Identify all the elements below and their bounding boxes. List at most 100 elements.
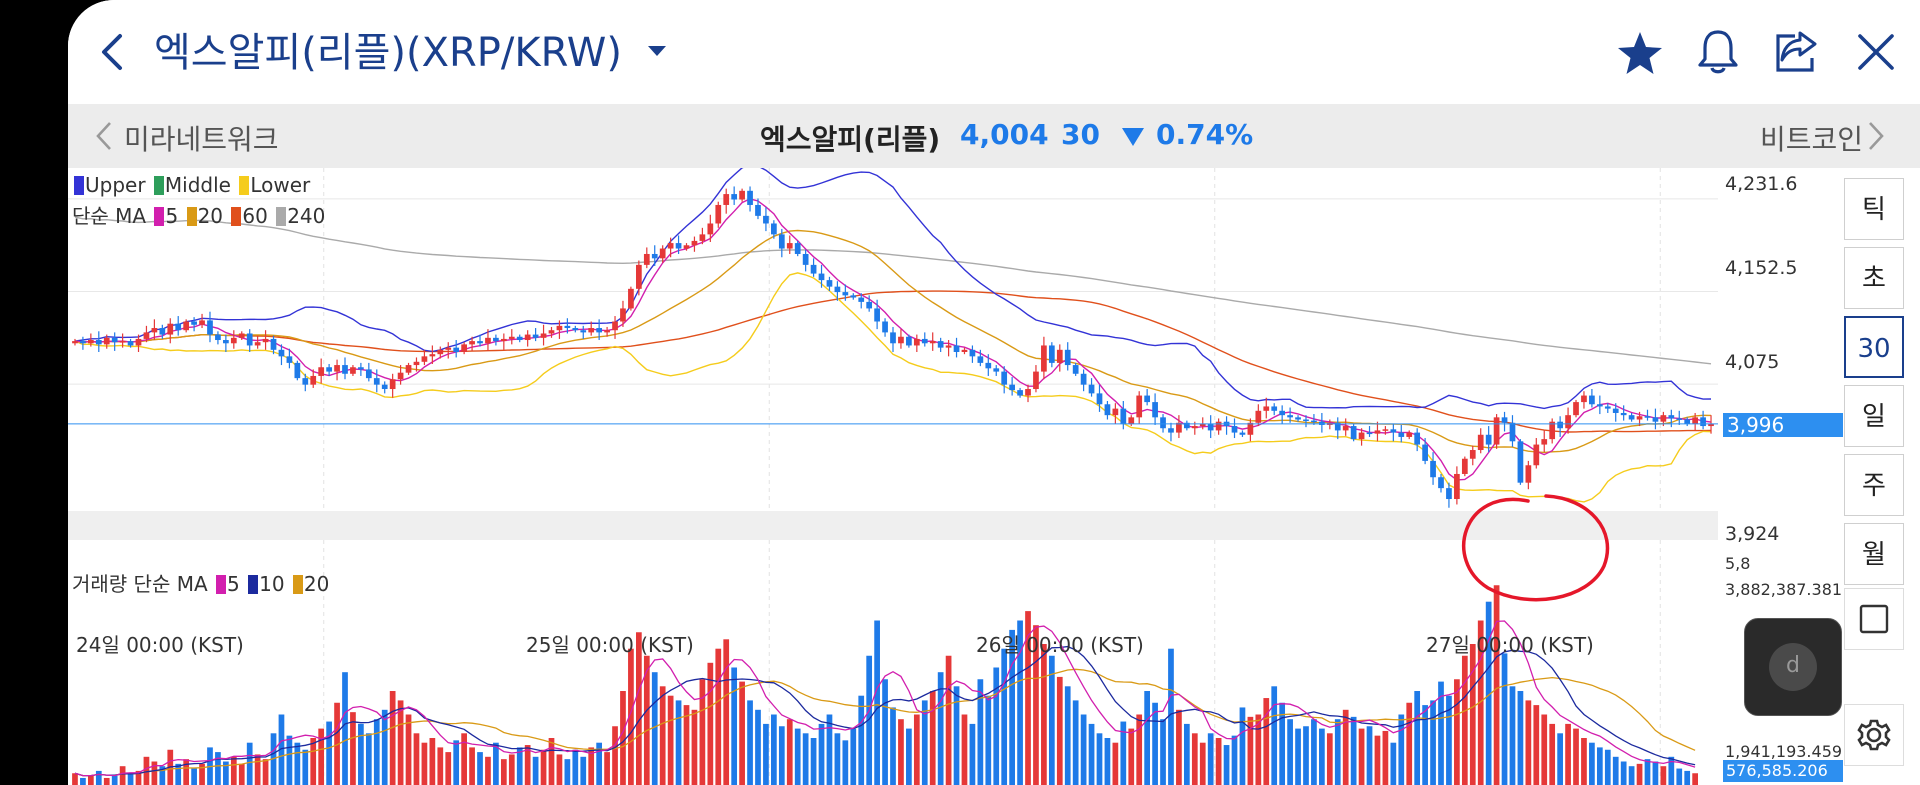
volume-bar — [516, 747, 523, 785]
volume-bar — [262, 759, 269, 785]
candle-body — [493, 337, 499, 342]
volume-bar — [215, 752, 221, 785]
volume-bar — [913, 714, 920, 785]
candle-body — [1120, 408, 1127, 424]
candle-body — [524, 334, 531, 341]
candle-body — [643, 253, 650, 265]
volume-bar — [286, 735, 293, 785]
volume-bar — [906, 728, 912, 785]
star-icon[interactable] — [1616, 30, 1664, 76]
candle-body — [1668, 415, 1675, 419]
floating-assist-button[interactable]: d — [1744, 618, 1842, 716]
volume-bar — [1048, 655, 1055, 785]
volume-bar — [1581, 738, 1587, 785]
candle-body — [1366, 432, 1373, 435]
candle-body — [1533, 444, 1540, 466]
volume-bar — [667, 695, 674, 785]
volume-bar — [1239, 707, 1246, 785]
volume-bar — [842, 740, 849, 785]
candle-body — [1144, 395, 1151, 403]
candle-body — [461, 344, 467, 352]
volume-bar — [389, 691, 396, 785]
volume-bar — [302, 749, 309, 785]
candle-body — [294, 362, 301, 379]
candle-body — [1422, 444, 1428, 461]
price-chart[interactable] — [68, 168, 1920, 785]
candle-body — [1239, 432, 1246, 435]
volume-tick-label: 5,8 — [1725, 554, 1751, 573]
candle-body — [508, 336, 515, 339]
volume-bar — [802, 733, 809, 785]
candle-body — [890, 332, 896, 344]
candle-body — [961, 349, 968, 352]
volume-bar — [1358, 728, 1365, 785]
candle-body — [485, 337, 491, 344]
candle-body — [469, 341, 475, 345]
candle-body — [286, 356, 293, 363]
candle-body — [842, 292, 849, 296]
volume-bar — [1001, 648, 1008, 785]
volume-bar — [739, 681, 745, 785]
candle-body — [1644, 416, 1651, 418]
chart-area[interactable]: Upper Middle Lower 단순 MA 5 20 60 240 거래량… — [68, 168, 1920, 785]
bell-icon[interactable] — [1696, 28, 1740, 76]
volume-bar — [1088, 723, 1095, 785]
bollinger-legend: Upper Middle Lower — [72, 173, 310, 197]
dropdown-caret-icon[interactable] — [646, 44, 668, 58]
volume-bar — [953, 686, 960, 785]
period-day-button[interactable]: 일 — [1844, 385, 1904, 447]
candle-body — [596, 328, 603, 333]
candle-body — [103, 337, 110, 345]
volume-bar — [564, 759, 571, 785]
volume-bar — [699, 679, 706, 785]
page-title[interactable]: 엑스알피(리플)(XRP/KRW) — [154, 30, 622, 76]
volume-bar — [731, 667, 738, 785]
volume-bar — [651, 672, 658, 785]
next-coin-chevron-icon[interactable] — [1866, 120, 1886, 152]
volume-bar — [1287, 719, 1293, 785]
volume-bar — [977, 679, 984, 785]
volume-bar — [1676, 768, 1683, 785]
candle-body — [1009, 384, 1015, 391]
period-tick-button[interactable]: 틱 — [1844, 178, 1904, 240]
volume-bar — [103, 777, 110, 785]
period-month-button[interactable]: 월 — [1844, 523, 1904, 585]
candle-body — [1493, 417, 1500, 445]
y-tick-label: 4,231.6 — [1725, 173, 1798, 195]
candle-body — [1414, 432, 1421, 445]
volume-bar — [1017, 620, 1023, 785]
fullscreen-button[interactable] — [1844, 588, 1904, 650]
volume-bar — [778, 726, 785, 785]
volume-bar — [1056, 676, 1063, 785]
volume-bar — [921, 700, 928, 785]
period-second-button[interactable]: 초 — [1844, 247, 1904, 309]
candle-body — [1454, 473, 1460, 500]
prev-coin-link[interactable]: 미라네트워크 — [124, 123, 279, 156]
candle-body — [715, 204, 722, 224]
candle-body — [1199, 423, 1206, 427]
chart-settings-button[interactable] — [1844, 704, 1904, 766]
close-icon[interactable] — [1856, 32, 1896, 72]
period-week-button[interactable]: 주 — [1844, 454, 1904, 516]
next-coin-link[interactable]: 비트코인 — [1760, 123, 1864, 156]
candle-body — [1684, 419, 1691, 424]
volume-bar — [945, 655, 952, 785]
candle-body — [1096, 393, 1103, 405]
period-30min-button[interactable]: 30분 — [1844, 316, 1904, 426]
candle-body — [278, 349, 285, 357]
back-chevron-icon[interactable] — [98, 32, 128, 72]
volume-bar — [1620, 761, 1627, 785]
volume-bar — [183, 759, 190, 785]
volume-bar — [310, 738, 317, 785]
volume-bar — [1207, 733, 1214, 785]
candle-body — [1406, 432, 1413, 437]
volume-bar — [397, 700, 404, 785]
volume-bar — [1438, 681, 1444, 785]
prev-coin-chevron-icon[interactable] — [94, 120, 114, 152]
volume-bar — [1255, 714, 1262, 785]
candle-body — [1469, 450, 1476, 459]
volume-bar — [1604, 749, 1611, 785]
candle-body — [1168, 428, 1174, 433]
candle-body — [175, 323, 182, 331]
share-icon[interactable] — [1774, 28, 1820, 74]
